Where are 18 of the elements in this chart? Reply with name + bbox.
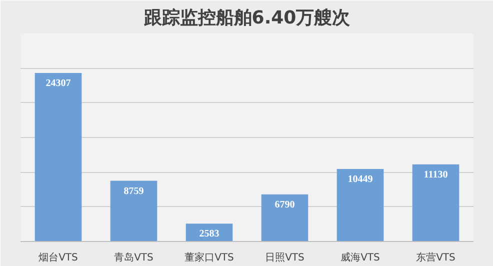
data-label: 24307 [46, 78, 71, 89]
chart-title: 跟踪监控船舶6.40万艘次 [142, 8, 352, 28]
x-tick-label: 东营VTS [416, 252, 456, 264]
bar [110, 180, 158, 242]
x-tick-label: 青岛VTS [114, 252, 154, 264]
data-label: 6790 [274, 199, 295, 210]
x-tick-label: 威海VTS [340, 252, 380, 264]
x-tick-label: 董家口VTS [184, 252, 234, 264]
x-tick-label: 烟台VTS [38, 252, 78, 264]
bar [336, 169, 384, 242]
bar [261, 194, 308, 242]
data-label: 11130 [424, 169, 448, 180]
x-tick-label: 日照VTS [265, 252, 304, 264]
data-label: 2583 [199, 228, 220, 240]
bar [34, 72, 82, 242]
data-label: 8759 [124, 186, 144, 197]
bar [412, 164, 460, 242]
data-label: 10449 [348, 174, 373, 186]
